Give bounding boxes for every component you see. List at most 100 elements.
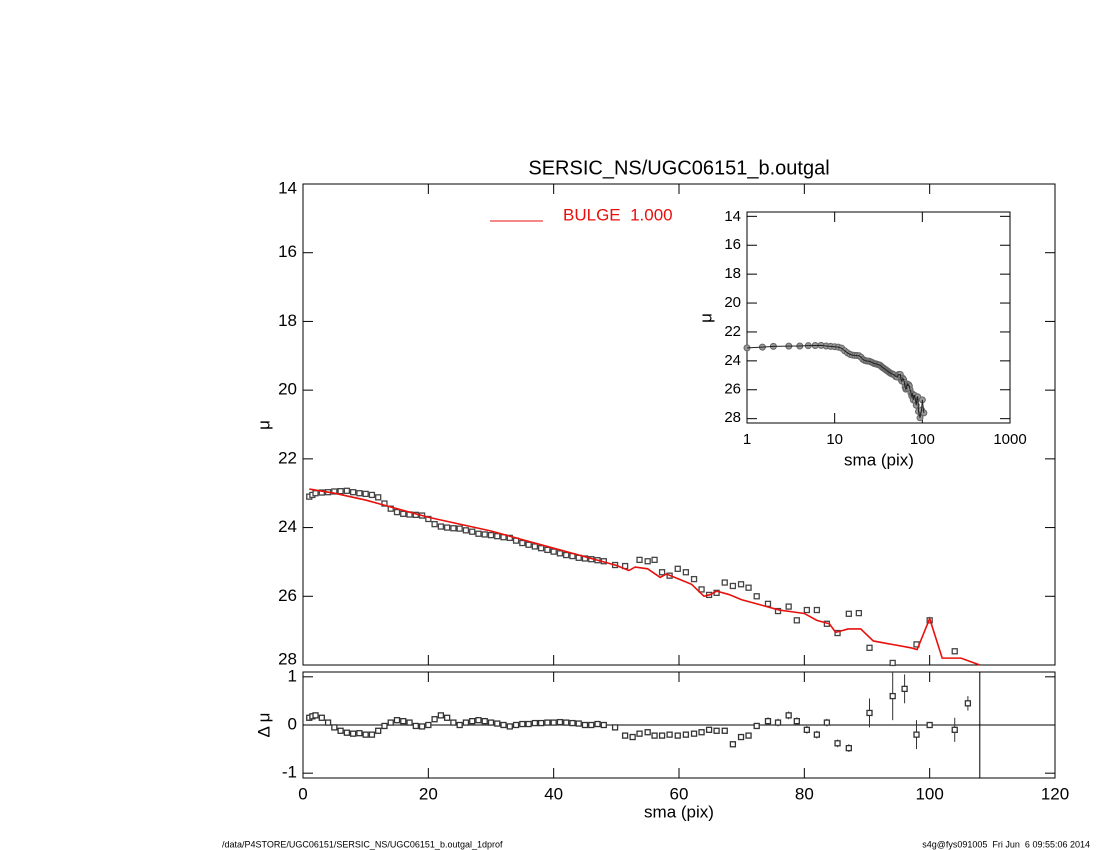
- data-point: [721, 727, 728, 734]
- y-tick-label: 14: [724, 208, 741, 225]
- data-point: [356, 490, 363, 497]
- data-point: [745, 732, 752, 739]
- data-point: [312, 712, 319, 719]
- data-point: [600, 721, 607, 729]
- data-point: [575, 720, 582, 727]
- plot-frame: [302, 183, 1056, 666]
- y-tick-label: 28: [724, 409, 741, 426]
- data-point: [544, 719, 551, 726]
- data-point: [803, 606, 810, 614]
- data-point: [475, 717, 482, 724]
- data-point: [406, 719, 413, 726]
- y-tick-label: 26: [724, 381, 741, 398]
- data-point: [531, 719, 539, 727]
- data-point: [387, 719, 394, 726]
- data-point: [813, 606, 821, 614]
- data-point: [343, 487, 351, 494]
- data-point: [682, 731, 690, 738]
- y-tick-label: 22: [724, 323, 741, 340]
- data-point: [729, 741, 737, 748]
- data-point: [611, 724, 619, 731]
- data-point: [368, 731, 376, 738]
- y-tick-label: 1: [288, 666, 297, 685]
- data-point: [368, 491, 376, 499]
- data-point: [375, 494, 382, 501]
- data-point: [337, 727, 344, 734]
- y-tick-label: 24: [278, 517, 297, 536]
- data-point: [487, 531, 495, 539]
- y-tick-label: 18: [278, 311, 297, 330]
- data-point: [519, 720, 526, 728]
- model-line: [309, 488, 981, 666]
- x-tick-label: 1000: [993, 431, 1026, 448]
- data-point: [845, 744, 852, 752]
- data-point: [431, 520, 438, 528]
- data-point: [343, 729, 351, 736]
- data-point: [737, 581, 745, 588]
- data-point: [550, 719, 557, 726]
- data-point: [362, 731, 369, 738]
- data-point: [418, 723, 426, 730]
- x-tick-label: 100: [910, 431, 935, 448]
- data-point: [375, 727, 382, 734]
- x-tick-label: 20: [419, 784, 438, 803]
- data-point: [349, 489, 357, 496]
- data-point: [774, 719, 782, 726]
- data-point: [764, 717, 772, 725]
- data-point: [412, 722, 419, 730]
- legend-label: BULGE 1.000: [563, 205, 673, 224]
- data-point: [456, 721, 463, 729]
- inset-x-axis-label: sma (pix): [844, 450, 914, 469]
- data-point: [926, 721, 933, 729]
- data-point: [349, 730, 357, 737]
- y-tick-label: 20: [724, 294, 741, 311]
- data-point: [951, 726, 958, 733]
- data-point: [644, 558, 651, 565]
- data-point: [324, 719, 332, 726]
- data-point: [494, 533, 501, 540]
- x-axis-label: sma (pix): [644, 802, 714, 821]
- data-point: [764, 600, 772, 607]
- data-point: [356, 730, 363, 737]
- data-point: [531, 543, 539, 550]
- data-point: [425, 721, 432, 729]
- data-point: [537, 719, 545, 727]
- data-point: [450, 525, 457, 532]
- data-point: [666, 731, 673, 738]
- data-point: [866, 644, 873, 651]
- data-point: [845, 610, 852, 617]
- x-tick-label: 0: [298, 784, 307, 803]
- data-point: [621, 732, 629, 739]
- data-point: [462, 719, 470, 726]
- data-point: [525, 720, 532, 728]
- data-point: [381, 722, 388, 730]
- data-point: [793, 717, 800, 725]
- data-point: [469, 717, 476, 725]
- data-point: [785, 603, 792, 610]
- data-point: [729, 582, 737, 590]
- data-point: [682, 569, 690, 576]
- x-tick-label: 100: [915, 784, 943, 803]
- data-point: [393, 508, 401, 516]
- inset-line: [746, 344, 925, 418]
- data-point: [393, 717, 401, 724]
- x-tick-label: 60: [670, 784, 689, 803]
- data-point: [674, 565, 681, 572]
- y-tick-label: 18: [724, 265, 741, 282]
- x-tick-label: 10: [826, 431, 843, 448]
- data-point: [331, 724, 338, 731]
- data-point: [889, 692, 896, 700]
- data-point: [855, 609, 863, 617]
- y-axis-label: μ: [254, 420, 273, 430]
- data-point: [690, 730, 698, 737]
- inset-y-axis-label: μ: [696, 313, 715, 323]
- data-point: [569, 719, 576, 727]
- data-point: [550, 548, 557, 555]
- y-axis-label: Δ μ: [254, 713, 273, 738]
- x-tick-label: 120: [1041, 784, 1069, 803]
- data-point: [913, 731, 920, 738]
- data-point: [431, 716, 438, 723]
- data-point: [506, 723, 513, 730]
- plot-frame: [746, 211, 1011, 424]
- y-tick-label: 26: [278, 586, 297, 605]
